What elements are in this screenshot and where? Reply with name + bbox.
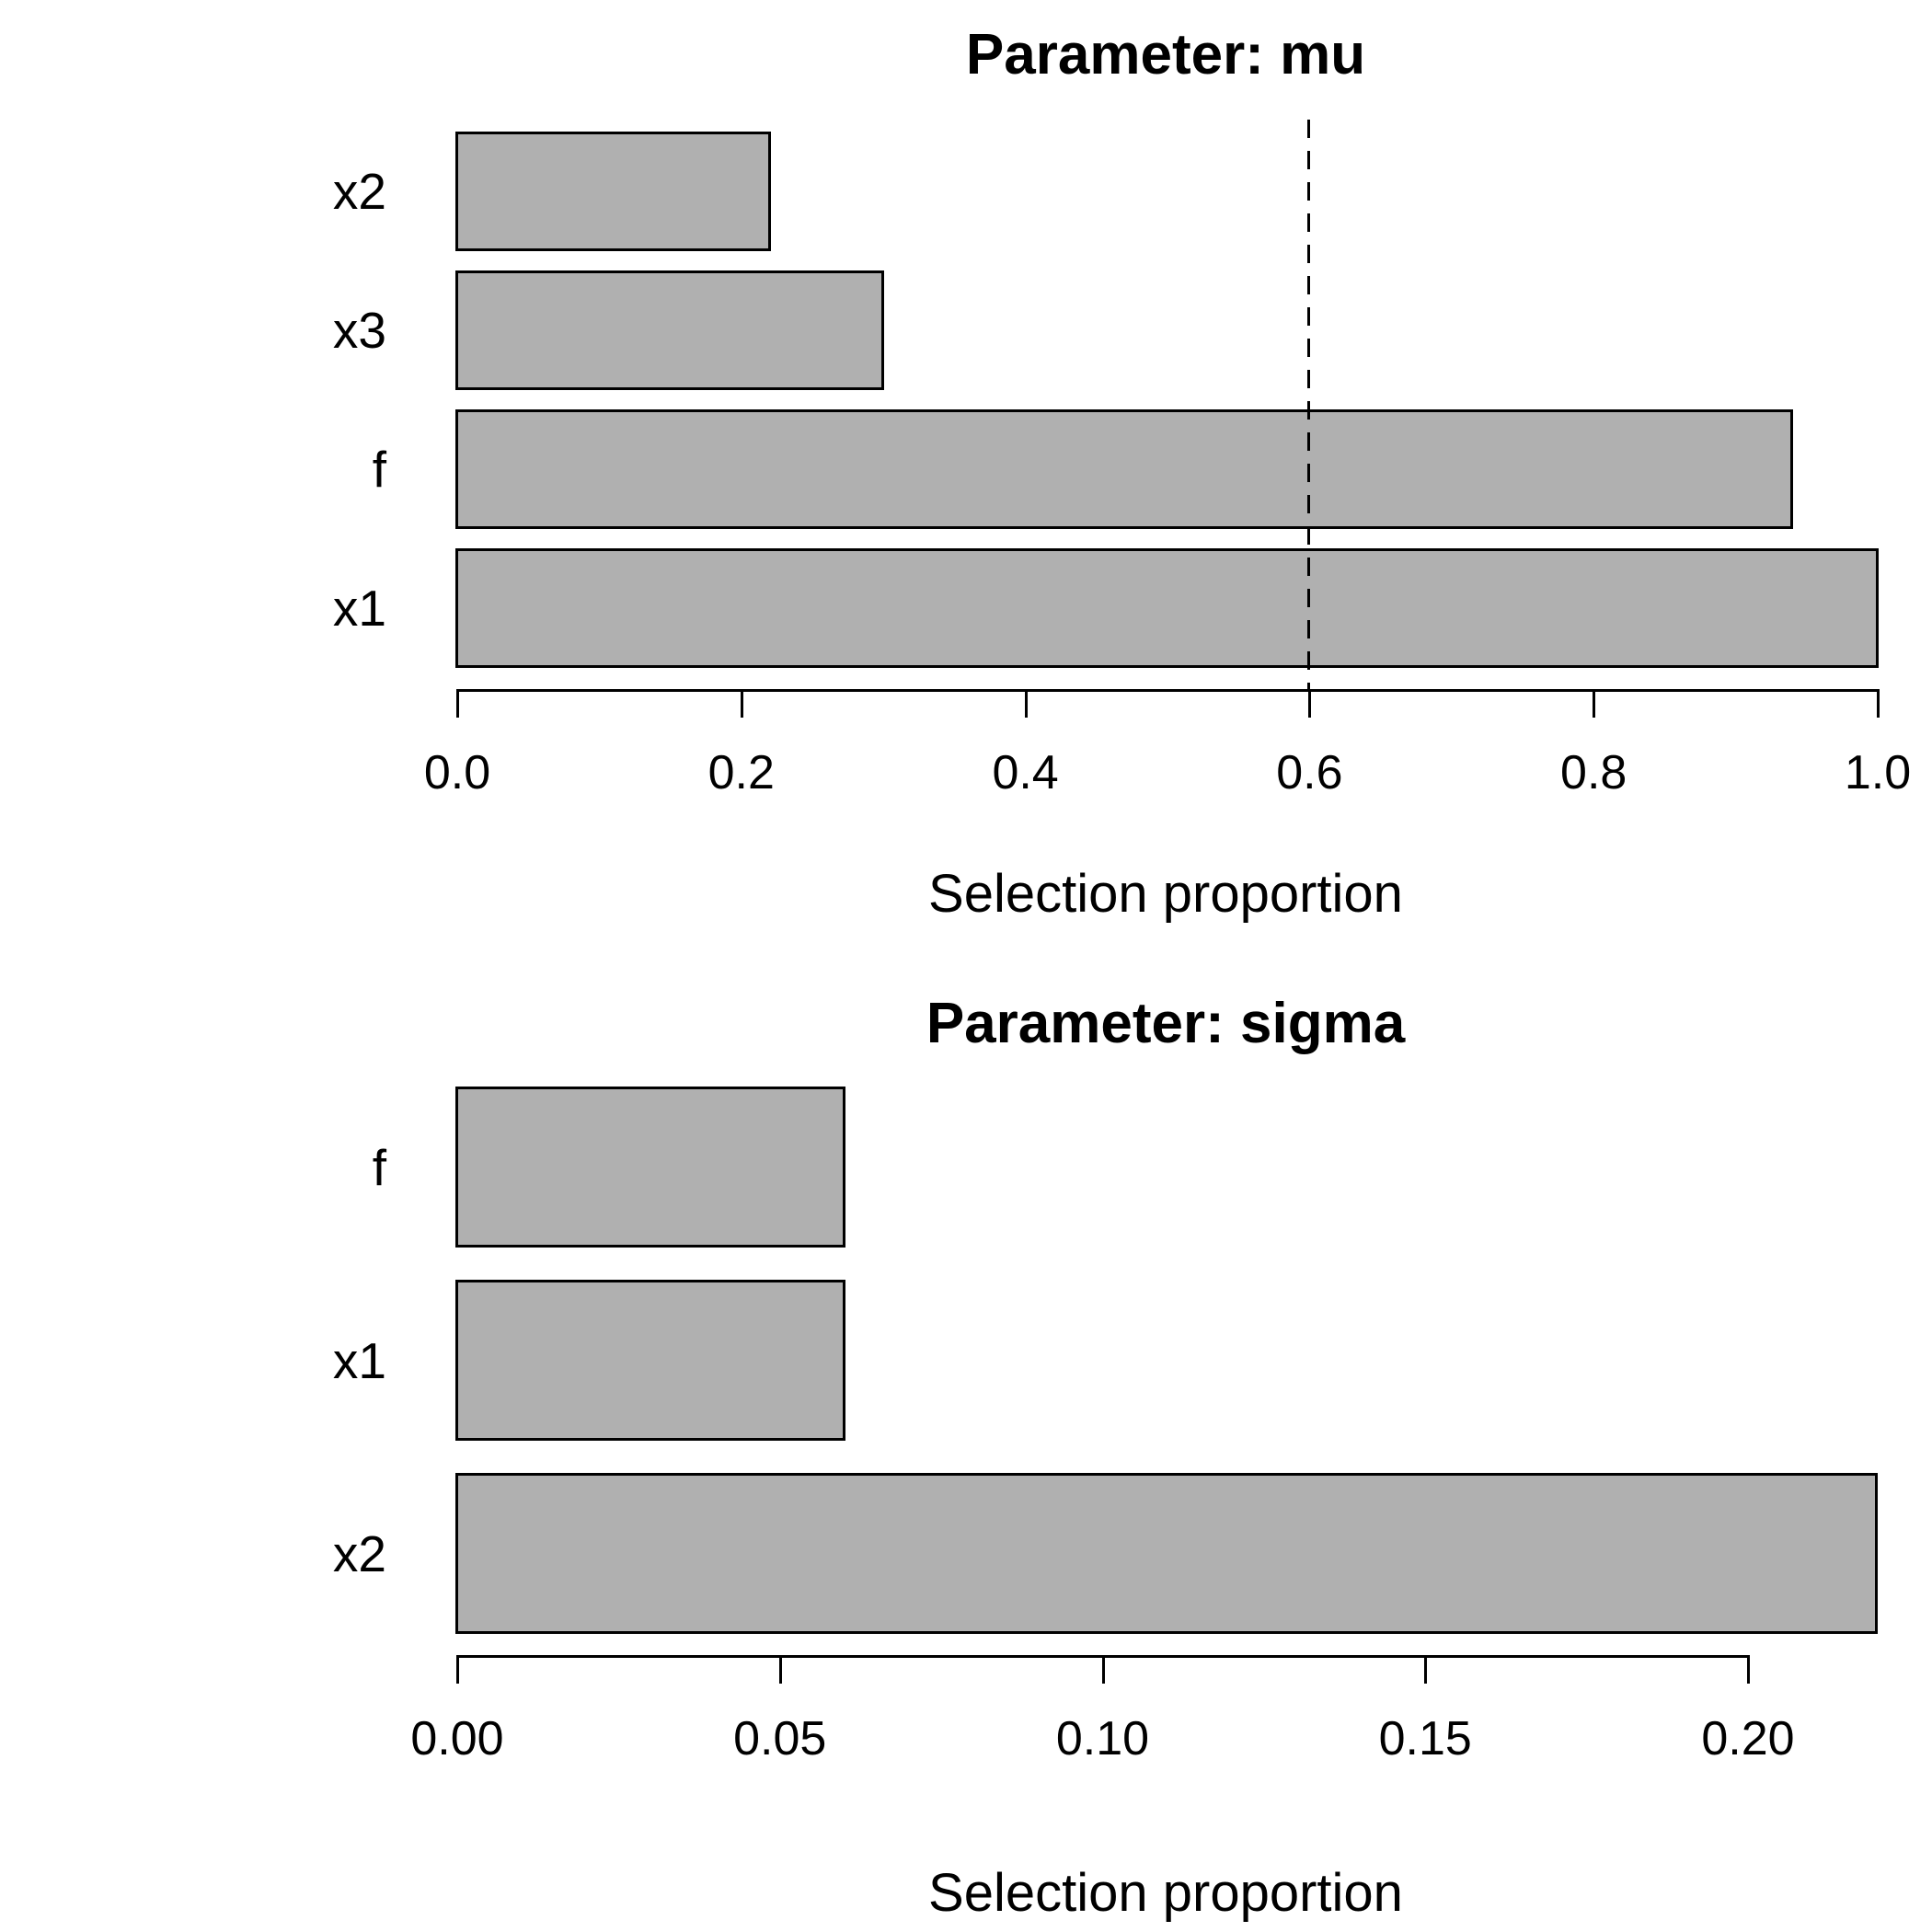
x-axis-tick xyxy=(1308,689,1312,718)
bar-x2 xyxy=(455,1473,1879,1634)
bar-f xyxy=(455,1087,845,1248)
x-axis-tick-label: 0.4 xyxy=(992,746,1059,799)
chart-mu-title: Parameter: mu xyxy=(965,23,1366,86)
x-axis-tick-label: 0.10 xyxy=(1055,1712,1150,1765)
x-axis-tick xyxy=(1424,1655,1428,1684)
x-axis-tick xyxy=(1101,1655,1105,1684)
x-axis-tick xyxy=(1877,689,1880,718)
category-label-x2: x2 xyxy=(332,163,386,220)
x-axis-line xyxy=(456,689,1880,692)
bar-x1 xyxy=(455,1280,845,1441)
x-axis-tick-label: 1.0 xyxy=(1844,746,1912,799)
category-label-x2: x2 xyxy=(332,1524,386,1582)
category-label-f: f xyxy=(372,1138,386,1196)
x-axis-tick-label: 0.0 xyxy=(423,746,491,799)
category-label-x1: x1 xyxy=(332,1331,386,1389)
x-axis-tick xyxy=(778,1655,782,1684)
bar-x3 xyxy=(455,270,885,390)
x-axis-tick xyxy=(456,1655,459,1684)
threshold-dashed-line xyxy=(1307,120,1311,689)
category-label-x3: x3 xyxy=(332,302,386,359)
bar-f xyxy=(455,409,1794,529)
x-axis-tick xyxy=(1593,689,1596,718)
category-label-f: f xyxy=(372,441,386,498)
x-axis-tick xyxy=(1747,1655,1750,1684)
x-axis-tick-label: 0.20 xyxy=(1701,1712,1795,1765)
category-label-x1: x1 xyxy=(332,580,386,637)
x-axis-tick-label: 0.2 xyxy=(707,746,775,799)
chart-sigma-title: Parameter: sigma xyxy=(926,992,1406,1055)
chart-mu-x-axis-title: Selection proportion xyxy=(928,864,1403,924)
x-axis-tick-label: 0.8 xyxy=(1560,746,1627,799)
bar-x2 xyxy=(455,132,771,251)
x-axis-tick-label: 0.6 xyxy=(1276,746,1343,799)
x-axis-tick xyxy=(456,689,459,718)
bar-x1 xyxy=(455,548,1879,668)
x-axis-tick-label: 0.05 xyxy=(733,1712,827,1765)
x-axis-tick-label: 0.15 xyxy=(1378,1712,1472,1765)
x-axis-tick xyxy=(1024,689,1028,718)
chart-sigma-x-axis-title: Selection proportion xyxy=(928,1863,1403,1923)
x-axis-tick-label: 0.00 xyxy=(410,1712,504,1765)
x-axis-tick xyxy=(740,689,743,718)
